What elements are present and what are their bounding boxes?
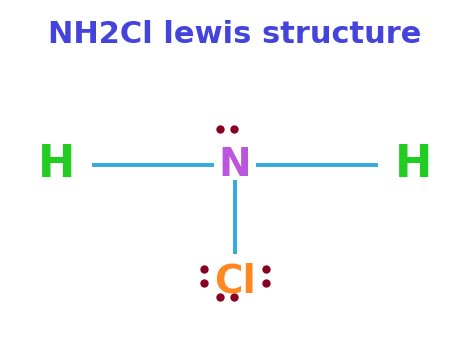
Text: H: H xyxy=(395,143,432,186)
Text: NH2Cl lewis structure: NH2Cl lewis structure xyxy=(48,20,422,49)
Text: H: H xyxy=(38,143,75,186)
Text: N: N xyxy=(219,146,251,184)
Text: Cl: Cl xyxy=(214,262,256,300)
